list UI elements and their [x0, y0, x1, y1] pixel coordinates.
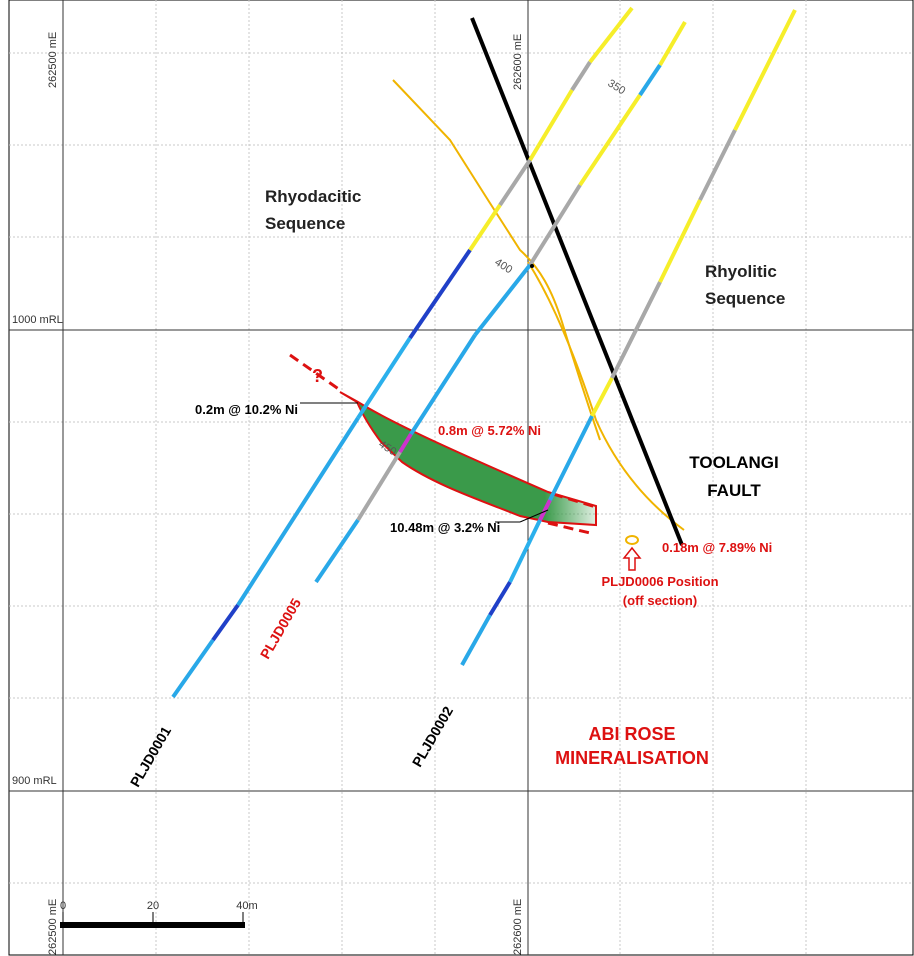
intercept-leaders [300, 402, 549, 523]
unit-label-rhyodacitic-text-line2: Sequence [265, 214, 345, 233]
drill-trace-pljd0005 [314, 20, 687, 584]
up-arrow-icon [622, 546, 642, 571]
unit-label-rhyolitic: Rhyolitic Sequence [705, 262, 785, 308]
intercept-label-pljd0005: 0.8m @ 5.72% Ni [438, 423, 541, 438]
drill-trace-pljd0001 [171, 6, 634, 699]
scale-label-0: 0 [60, 900, 66, 912]
fault-label-line2: FAULT [707, 481, 761, 500]
position-note-line1: PLJD0006 Position [601, 574, 718, 589]
rl-label-1000: 1000 mRL [12, 314, 63, 326]
scale-bar: 0 20 40m [60, 900, 258, 928]
easting-label-top-262600: 262600 mE [512, 34, 524, 90]
unit-label-rhyolitic-text-line2: Sequence [705, 289, 785, 308]
fault-label-line1: TOOLANGI [689, 453, 778, 472]
mineralisation-label-line1: ABI ROSE [588, 724, 675, 744]
mineralised-lens [339, 391, 597, 527]
position-note-line2: (off section) [623, 593, 697, 608]
easting-label-bottom-262600: 262600 mE [512, 899, 524, 955]
intercept-label-pljd0001: 0.2m @ 10.2% Ni [195, 402, 298, 417]
toolangi-fault-trace [470, 17, 684, 546]
unit-label-rhyolitic-text: Rhyolitic [705, 262, 777, 281]
rl-label-900: 900 mRL [12, 775, 57, 787]
easting-label-bottom-262500: 262500 mE [47, 899, 59, 955]
query-mark: ? [312, 366, 323, 386]
pljd0006-position-marker [622, 535, 642, 571]
easting-label-top-262500: 262500 mE [47, 32, 59, 88]
unit-label-rhyodacitic-text: Rhyodacitic [265, 187, 361, 206]
scale-label-40m: 40m [236, 900, 257, 912]
collar-marker [530, 264, 534, 268]
scale-label-20: 20 [147, 900, 159, 912]
intercept-label-pljd0006: 0.18m @ 7.89% Ni [662, 540, 772, 555]
drill-trace-pljd0002 [460, 9, 797, 666]
mineralisation-label-line2: MINERALISATION [555, 748, 709, 768]
lithological-contacts [392, 79, 685, 531]
unit-label-rhyodacitic: Rhyodacitic Sequence [265, 187, 366, 233]
lens-query-extension [289, 353, 597, 535]
drill-holes [171, 6, 797, 699]
intercept-label-pljd0002: 10.48m @ 3.2% Ni [390, 520, 500, 535]
